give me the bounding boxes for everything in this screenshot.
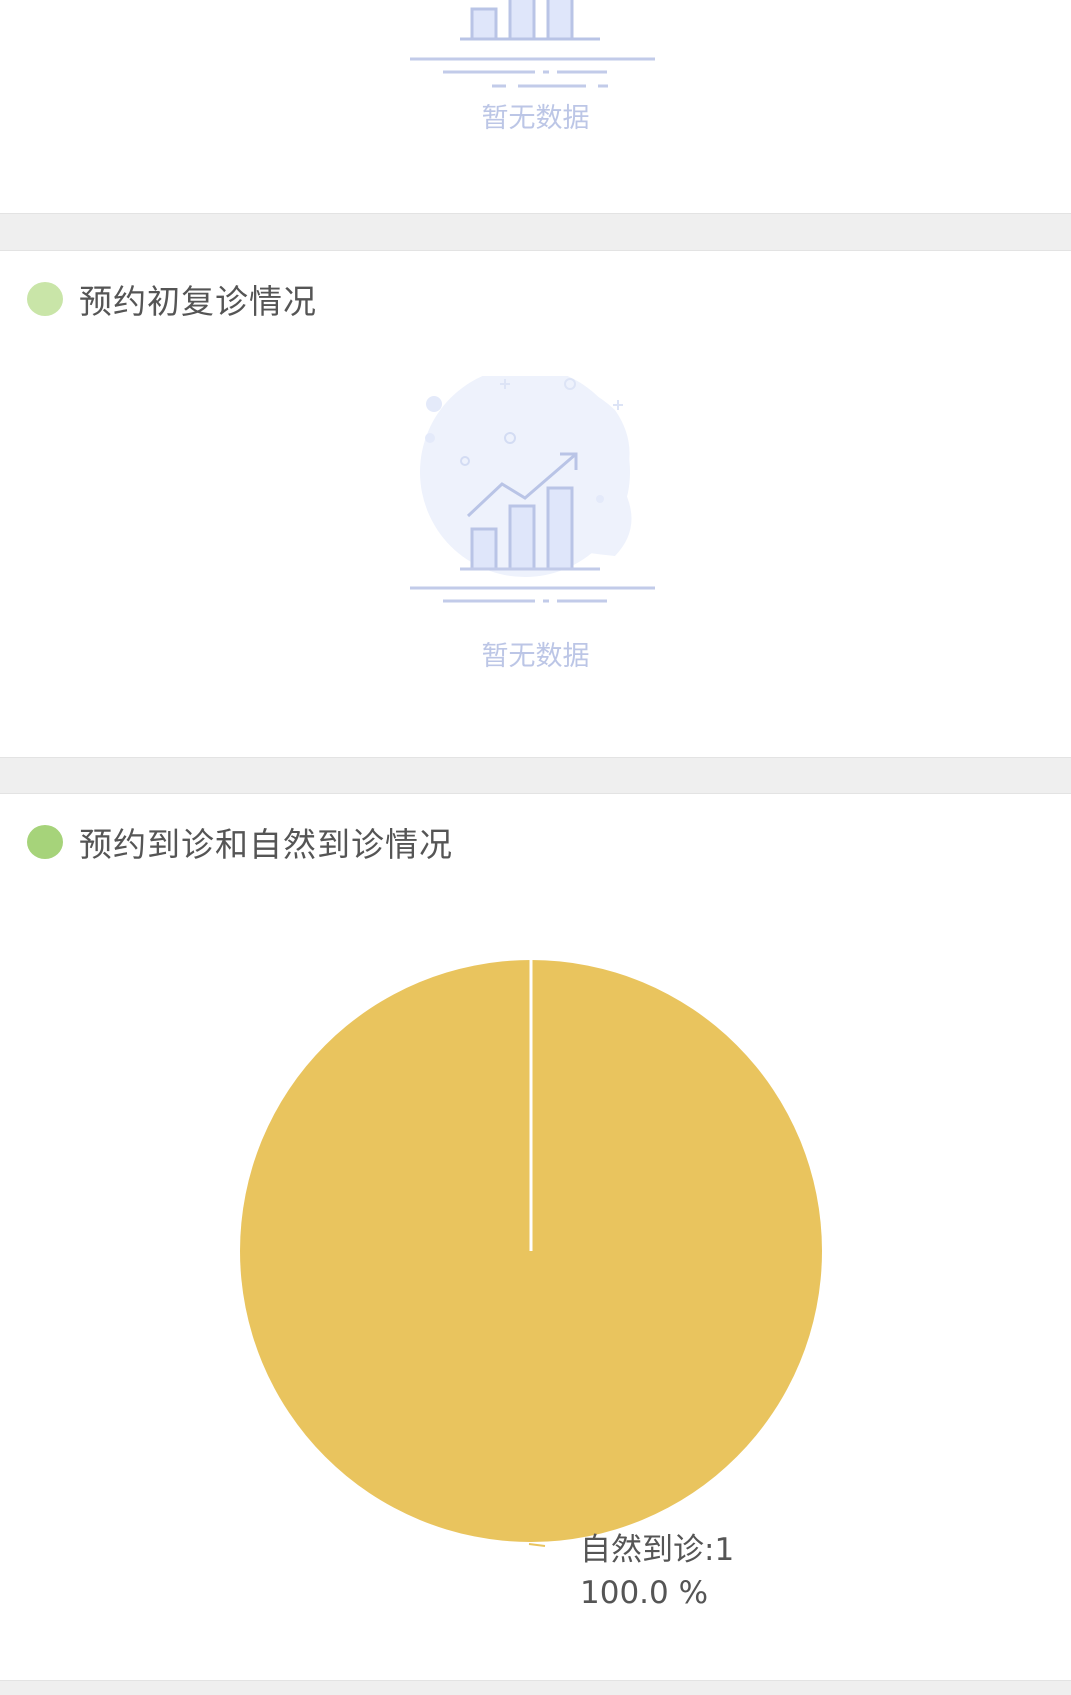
card-title: 预约到诊和自然到诊情况 — [79, 825, 453, 864]
stats-card-revisit: 预约初复诊情况 暂无数据 — [0, 250, 1071, 758]
chart-empty-icon — [410, 0, 655, 88]
section-dot-icon — [27, 282, 63, 316]
card-header: 预约初复诊情况 — [27, 281, 317, 321]
pie-data-label: 自然到诊:1 — [580, 1532, 734, 1568]
section-dot-icon — [27, 825, 63, 859]
chart-empty-icon — [410, 376, 655, 603]
pie-chart: 自然到诊:1 100.0 % — [240, 960, 822, 1611]
stats-card-top: 暂无数据 — [0, 0, 1071, 214]
card-header: 预约到诊和自然到诊情况 — [27, 824, 453, 864]
empty-state-text: 暂无数据 — [481, 103, 590, 134]
card-title: 预约初复诊情况 — [79, 282, 317, 321]
pie-label-leader — [528, 1543, 546, 1547]
empty-state-text: 暂无数据 — [481, 641, 590, 672]
stats-card-arrival: 预约到诊和自然到诊情况 自然到诊:1 100.0 % — [0, 793, 1071, 1681]
pie-percent-label: 100.0 % — [580, 1575, 708, 1611]
